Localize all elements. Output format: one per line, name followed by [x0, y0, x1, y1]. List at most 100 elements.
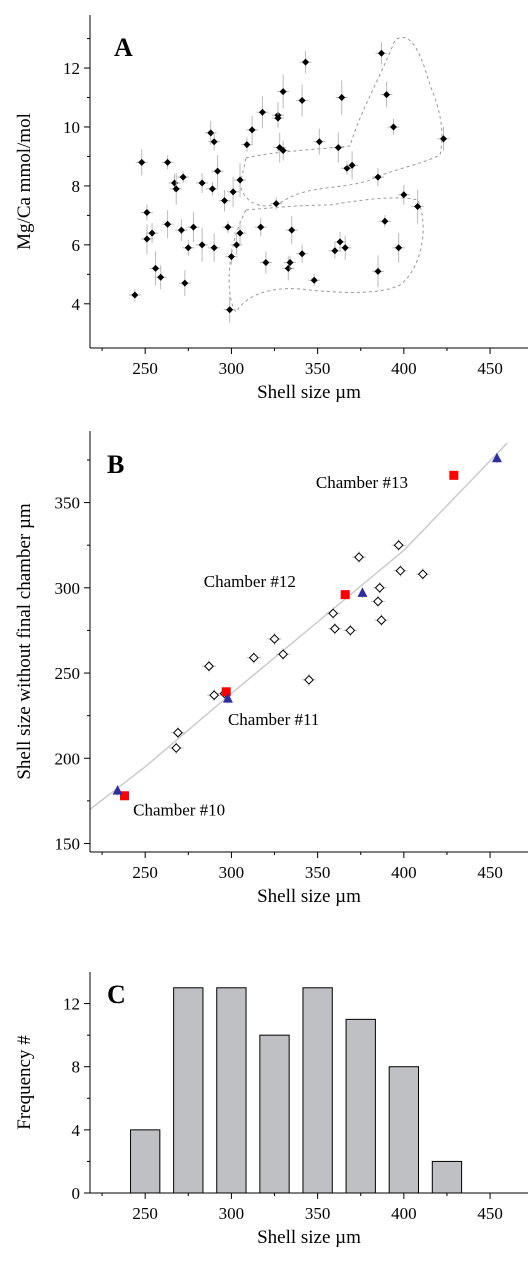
x-tick-label: 450	[477, 1204, 503, 1223]
data-point	[279, 88, 287, 96]
x-tick-label: 350	[305, 1204, 331, 1223]
data-point	[341, 244, 349, 252]
x-tick-label: 300	[219, 1204, 245, 1223]
x-tick-label: 300	[219, 863, 245, 882]
y-tick-label: 4	[72, 295, 81, 314]
data-point	[208, 185, 216, 193]
data-point	[315, 138, 323, 146]
data-point	[170, 179, 178, 187]
data-point	[243, 141, 251, 149]
data-point-open	[204, 661, 214, 672]
x-tick-label: 350	[305, 359, 331, 378]
x-tick-label: 250	[132, 1204, 158, 1223]
data-point-open	[395, 565, 406, 576]
x-axis-label: Shell size µm	[257, 886, 361, 907]
data-point	[395, 244, 403, 252]
data-point	[221, 197, 229, 205]
data-point	[214, 167, 222, 175]
data-point	[164, 158, 172, 166]
data-point-blue-triangle	[112, 785, 123, 795]
data-point-open	[354, 552, 364, 563]
data-point-open	[269, 634, 280, 644]
data-point-open	[393, 540, 404, 551]
panel-b-annotations: Chamber #10 Chamber #11 Chamber #12 Chamber…	[133, 473, 408, 819]
x-tick-label: 400	[391, 1204, 417, 1223]
data-point	[389, 123, 397, 131]
trend-line	[89, 442, 508, 810]
x-tick-label: 250	[132, 863, 158, 882]
data-point	[383, 91, 391, 99]
data-point-open	[373, 596, 383, 607]
data-point	[148, 229, 156, 237]
data-point	[227, 253, 235, 261]
data-point	[298, 96, 306, 104]
data-point-open	[329, 623, 340, 634]
y-tick-label: 350	[55, 494, 81, 513]
data-point	[229, 188, 237, 196]
histogram-bar	[173, 987, 204, 1194]
chamber-annotation: Chamber #10	[133, 800, 225, 819]
data-point	[338, 94, 346, 102]
x-tick-label: 350	[305, 863, 331, 882]
axes-layer: 250 300 350 400 450 4 6 8 10 12 Shell size µm Mg/Ca…	[14, 15, 528, 1248]
x-tick-label: 400	[391, 359, 417, 378]
histogram-bar	[302, 987, 333, 1194]
data-point-open	[376, 615, 387, 626]
data-point-red-square	[340, 590, 350, 600]
data-point	[143, 208, 151, 216]
axes-panel-c: 250 300 350 400 450 0 4 8 12 Shell size µm Frequen…	[14, 972, 528, 1248]
y-tick-label: 150	[55, 834, 81, 853]
data-point	[210, 244, 218, 252]
data-point	[374, 173, 382, 181]
histogram-bar	[431, 1160, 463, 1194]
y-tick-label: 0	[72, 1184, 81, 1203]
data-point	[377, 49, 385, 57]
data-point-open	[374, 582, 385, 593]
y-tick-label: 6	[72, 236, 81, 255]
data-point	[302, 58, 310, 66]
y-tick-label: 8	[72, 1058, 81, 1077]
data-point	[177, 226, 185, 234]
chamber-annotation: Chamber #11	[228, 710, 319, 729]
data-point	[138, 158, 146, 166]
data-point	[381, 217, 389, 225]
data-point	[331, 247, 339, 255]
x-tick-label: 400	[391, 863, 417, 882]
y-tick-label: 10	[63, 118, 80, 137]
data-point	[207, 129, 215, 137]
data-point	[440, 135, 448, 143]
data-point	[184, 244, 192, 252]
y-axis-label: Frequency #	[14, 1035, 35, 1130]
data-point	[224, 223, 232, 231]
y-axis-label: Mg/Ca mmol/mol	[14, 113, 35, 250]
data-point	[157, 273, 165, 281]
data-point-open	[345, 625, 356, 636]
data-point-blue-triangle	[491, 452, 502, 463]
y-tick-label: 12	[63, 995, 80, 1014]
data-point-open	[328, 608, 339, 619]
y-tick-label: 8	[72, 177, 81, 196]
data-point	[181, 279, 189, 287]
data-point	[143, 235, 151, 243]
data-point-open	[173, 727, 183, 738]
axes-panel-b: 250 300 350 400 450 150 200 250 300 350 Shell size…	[14, 431, 528, 907]
x-tick-label: 300	[219, 359, 245, 378]
x-axis-label: Shell size µm	[257, 382, 361, 403]
data-point-red-square	[119, 791, 129, 801]
x-tick-label: 450	[477, 863, 503, 882]
data-point	[262, 259, 270, 267]
cluster-outline-low	[228, 197, 424, 313]
data-point	[400, 191, 408, 199]
data-point-open	[171, 743, 182, 753]
data-point-open	[304, 674, 314, 685]
data-point	[172, 185, 180, 193]
data-point	[310, 276, 318, 284]
data-point-red-square	[449, 470, 459, 480]
y-tick-label: 250	[55, 664, 81, 683]
data-point	[152, 264, 160, 272]
data-point	[226, 306, 234, 314]
panel-b-points	[112, 452, 502, 801]
data-point	[179, 173, 187, 181]
data-point	[257, 223, 265, 231]
